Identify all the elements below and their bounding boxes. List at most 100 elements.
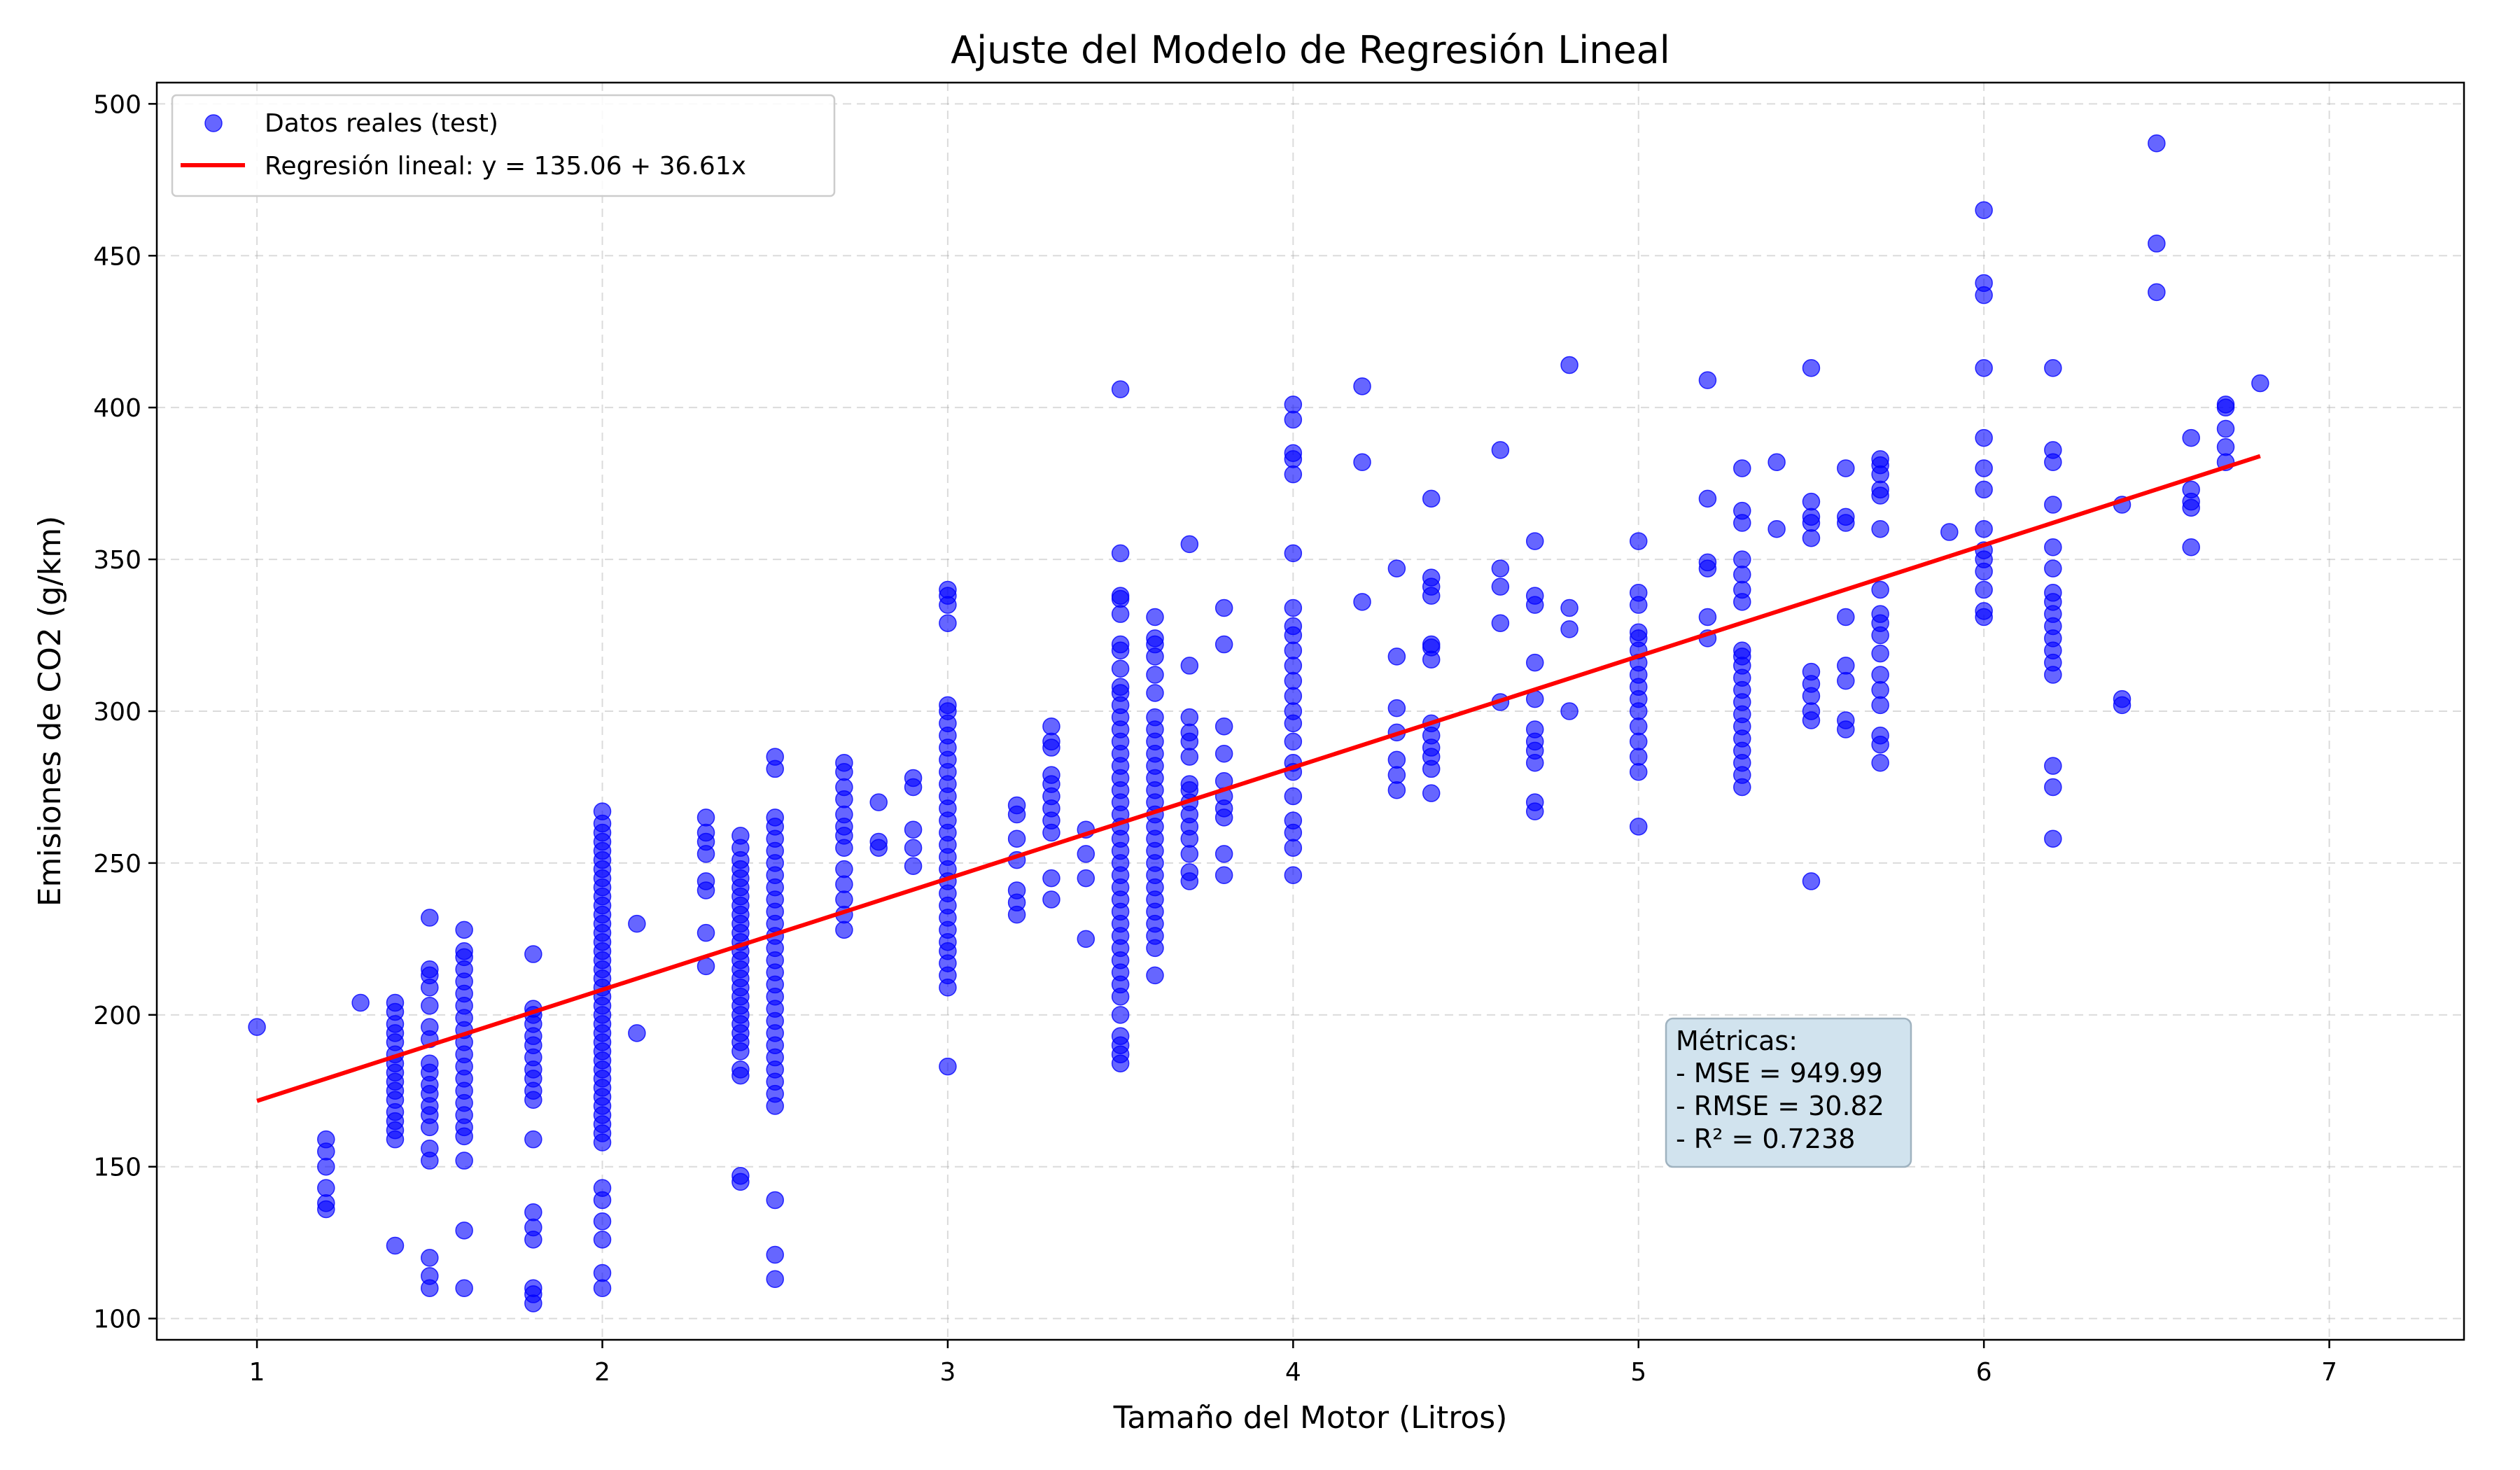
data-point [1284, 687, 1303, 706]
data-point [317, 1130, 335, 1149]
data-point [1042, 732, 1060, 751]
data-point [1077, 845, 1096, 863]
data-point [1180, 863, 1199, 881]
data-point [1214, 845, 1233, 863]
data-point [2044, 441, 2062, 459]
data-point [1491, 441, 1510, 459]
data-point [835, 753, 853, 772]
data-point [1698, 553, 1717, 572]
data-point [1111, 659, 1130, 678]
data-point [1802, 872, 1821, 890]
data-point [835, 805, 853, 824]
data-point [2148, 234, 2166, 253]
x-axis-ticks: 1 2 3 4 5 6 7 [249, 1340, 2337, 1387]
data-point [1284, 617, 1303, 636]
data-point [1214, 635, 1233, 654]
data-point [1525, 793, 1544, 811]
data-point [1214, 598, 1233, 617]
data-point [1422, 784, 1441, 802]
data-point [696, 872, 715, 890]
data-point [2216, 438, 2235, 456]
data-point [1975, 519, 1993, 538]
data-point [1560, 598, 1578, 617]
data-point [732, 1166, 750, 1185]
data-point [1629, 717, 1648, 736]
data-point [1387, 766, 1406, 784]
data-point [524, 1203, 542, 1222]
data-points [248, 134, 2269, 1312]
data-point [1698, 489, 1717, 508]
data-point [1802, 492, 1821, 511]
data-point [1525, 532, 1544, 550]
data-point [1042, 717, 1060, 736]
data-point [1180, 845, 1199, 863]
data-point [1525, 653, 1544, 672]
data-point [628, 914, 646, 933]
data-point [1353, 377, 1371, 396]
data-point [1802, 359, 1821, 377]
data-point [1284, 811, 1303, 830]
data-point [1007, 796, 1026, 815]
data-point [1629, 748, 1648, 766]
data-point [1353, 593, 1371, 611]
data-point [1871, 605, 1889, 623]
data-point [1802, 507, 1821, 526]
data-point [1111, 1027, 1130, 1045]
data-point [1629, 763, 1648, 781]
data-point [1387, 699, 1406, 718]
regression-line-group [256, 454, 2261, 1103]
data-point [421, 1018, 439, 1036]
chart-title: Ajuste del Modelo de Regresión Lineal [951, 28, 1670, 72]
data-point [1768, 519, 1786, 538]
data-point [1491, 614, 1510, 632]
data-point [1871, 644, 1889, 663]
data-point [1871, 753, 1889, 772]
data-point [524, 1130, 542, 1149]
data-point [593, 1279, 612, 1298]
data-point [1042, 869, 1060, 888]
data-point [1007, 881, 1026, 899]
x-axis-label: Tamaño del Motor (Litros) [1113, 1400, 1508, 1436]
data-point [2148, 134, 2166, 153]
data-point [1284, 598, 1303, 617]
legend: Datos reales (test) Regresión lineal: y … [171, 94, 836, 197]
data-point [1975, 201, 1993, 219]
data-point [766, 1270, 784, 1288]
data-point [317, 1179, 335, 1197]
data-point [593, 1231, 612, 1249]
data-point [1111, 1006, 1130, 1024]
data-point [1284, 866, 1303, 885]
y-tick-label: 450 [93, 242, 141, 271]
data-point [593, 1264, 612, 1282]
data-point [2182, 428, 2200, 447]
data-point [1180, 723, 1199, 742]
data-point [628, 1024, 646, 1042]
data-point [1180, 535, 1199, 554]
data-point [455, 941, 473, 960]
data-point [421, 1139, 439, 1158]
data-point [1284, 671, 1303, 690]
metrics-annotation: Métricas: - MSE = 949.99 - RMSE = 30.82 … [1665, 1017, 1912, 1168]
data-point [766, 1245, 784, 1264]
data-point [1284, 839, 1303, 857]
data-point [1007, 830, 1026, 848]
data-point [1975, 428, 1993, 447]
data-point [1353, 453, 1371, 472]
data-point [1871, 519, 1889, 538]
data-point [2216, 396, 2235, 414]
data-point [1180, 748, 1199, 766]
data-point [1491, 578, 1510, 596]
data-point [1525, 720, 1544, 738]
data-point [1629, 532, 1648, 550]
x-tick-label: 4 [1285, 1358, 1301, 1387]
data-point [317, 1157, 335, 1176]
data-point [1837, 657, 1855, 675]
data-point [421, 997, 439, 1015]
data-point [1560, 702, 1578, 720]
data-point [2216, 419, 2235, 438]
data-point [1629, 818, 1648, 836]
data-point [1214, 866, 1233, 885]
data-point [1146, 608, 1164, 626]
data-point [1629, 623, 1648, 641]
data-point [593, 1179, 612, 1197]
